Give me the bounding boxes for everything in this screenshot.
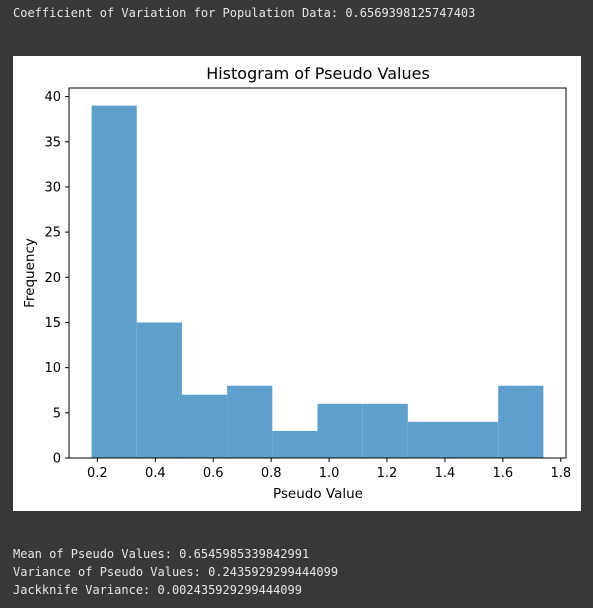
y-tick-label: 10: [44, 361, 61, 376]
x-tick-label: 0.6: [203, 466, 224, 481]
y-tick-label: 25: [44, 226, 61, 241]
y-tick-label: 20: [44, 271, 61, 286]
x-tick-label: 1.6: [493, 466, 514, 481]
x-tick-label: 1.2: [377, 466, 398, 481]
histogram-bar: [317, 403, 363, 458]
cv-output-line: Coefficient of Variation for Population …: [13, 6, 476, 20]
x-tick-label: 0.2: [87, 466, 108, 481]
mean-output-line: Mean of Pseudo Values: 0.654598533984299…: [13, 547, 310, 561]
y-tick-label: 0: [53, 452, 61, 467]
y-tick-label: 15: [44, 316, 61, 331]
x-tick-label: 1.0: [319, 466, 340, 481]
histogram-bar: [181, 394, 228, 458]
histogram-bar: [362, 403, 408, 458]
x-tick-label: 0.4: [145, 466, 166, 481]
histogram-chart: Histogram of Pseudo Values 0.2 0.4 0.6 0.8 1…: [22, 64, 571, 502]
x-tick-label: 0.8: [261, 466, 282, 481]
y-tick-label: 30: [44, 180, 61, 195]
plot-frame: [68, 87, 567, 459]
histogram-bar: [227, 385, 273, 458]
histogram-bar: [453, 421, 499, 458]
histogram-figure: Histogram of Pseudo Values 0.2 0.4 0.6 0.8 1…: [13, 56, 581, 511]
y-tick-label: 40: [44, 90, 61, 105]
histogram-bar: [136, 322, 182, 458]
histogram-bar: [407, 421, 454, 458]
jackknife-output-line: Jackknife Variance: 0.002435929299444099: [13, 583, 302, 597]
y-axis-label: Frequency: [22, 238, 38, 308]
x-axis-label: Pseudo Value: [273, 486, 363, 502]
chart-title: Histogram of Pseudo Values: [206, 64, 430, 83]
histogram-bar: [272, 430, 318, 458]
y-tick-label: 5: [53, 406, 61, 421]
x-tick-label: 1.8: [550, 466, 571, 481]
histogram-bar: [498, 385, 544, 458]
x-tick-label: 1.4: [435, 466, 456, 481]
histogram-bar: [91, 105, 137, 458]
variance-output-line: Variance of Pseudo Values: 0.24359292994…: [13, 565, 339, 579]
y-tick-label: 35: [44, 135, 61, 150]
